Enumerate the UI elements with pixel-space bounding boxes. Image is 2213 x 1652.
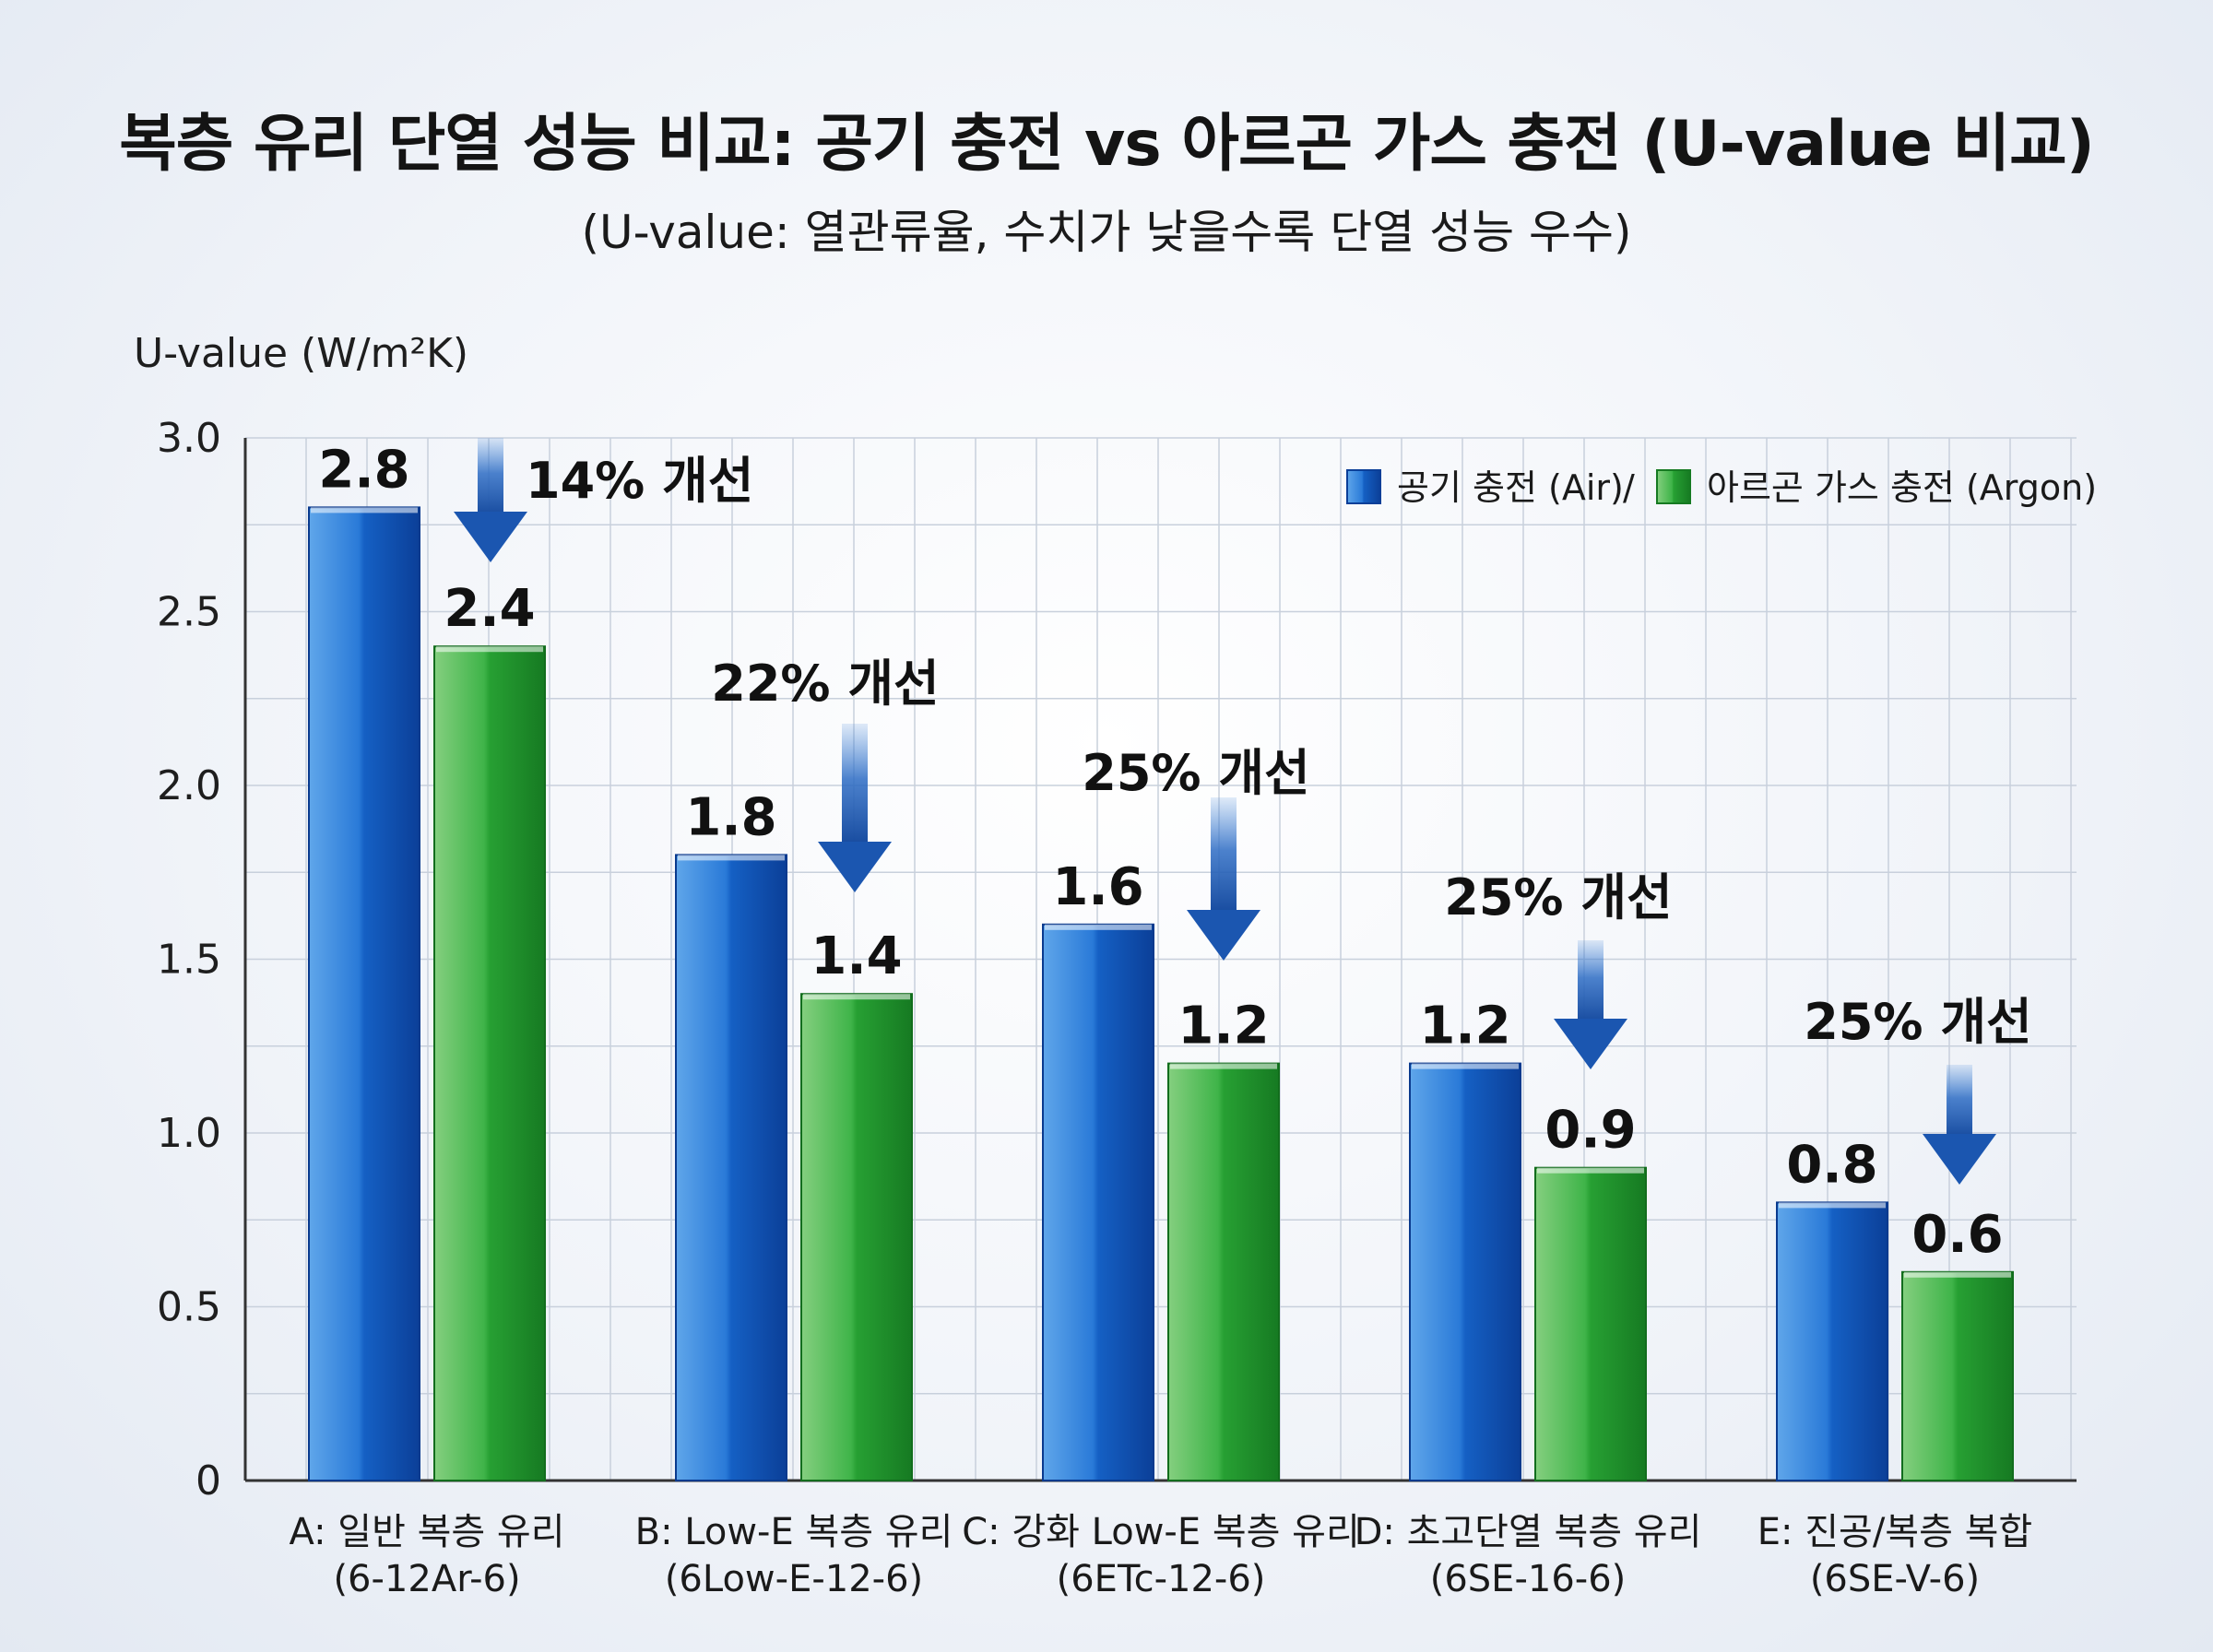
arrow-shaft <box>478 438 503 516</box>
improvement-label: 25% 개선 <box>1082 744 1309 802</box>
category-label: D: 초고단열 복층 유리 <box>1355 1511 1702 1553</box>
value-labels: 2.8 2.4 1.8 1.4 1.6 1.2 1.2 0.9 0.8 0.6 <box>318 440 2003 1264</box>
category-sublabel: (6-12Ar-6) <box>333 1558 520 1600</box>
value-label-air: 1.2 <box>1419 997 1510 1056</box>
value-label-argon: 1.4 <box>811 926 902 986</box>
arrow-shaft <box>842 724 868 846</box>
improvement-arrow <box>1923 1065 1996 1185</box>
bar-top-highlight <box>1537 1167 1644 1174</box>
value-label-argon: 0.6 <box>1911 1205 2003 1265</box>
bar-top-highlight <box>436 646 543 653</box>
chart-title: 복층 유리 단열 성능 비교: 공기 충전 vs 아르곤 가스 충전 (U-va… <box>119 108 2095 181</box>
category-sublabel: (6SE-V-6) <box>1810 1558 1980 1600</box>
improvement-label: 25% 개선 <box>1444 868 1672 926</box>
legend-separator: / <box>1623 467 1635 508</box>
value-label-air: 1.8 <box>685 787 776 847</box>
y-tick-label: 2.5 <box>157 589 221 636</box>
bar-air <box>1409 1062 1521 1481</box>
legend-argon-label: 아르곤 가스 충전 (Argon) <box>1707 467 2097 508</box>
improvement-arrow <box>454 438 527 562</box>
bars <box>308 506 2014 1482</box>
arrow-shaft <box>1578 940 1604 1023</box>
bar-argon <box>800 993 913 1481</box>
bar-argon <box>1534 1166 1647 1481</box>
improvement-arrow <box>1187 797 1260 961</box>
legend-air-swatch <box>1346 469 1381 504</box>
arrow-head <box>1187 910 1260 961</box>
bar-top-highlight <box>1170 1063 1277 1069</box>
category-label: B: Low-E 복층 유리 <box>635 1511 953 1553</box>
value-label-argon: 2.4 <box>444 579 535 639</box>
y-tick-label: 3.0 <box>157 415 221 462</box>
bar-top-highlight <box>1779 1202 1886 1209</box>
bar-argon <box>1167 1062 1280 1481</box>
category-sublabel: (6SE-16-6) <box>1430 1558 1627 1600</box>
improvement-label: 22% 개선 <box>711 655 939 713</box>
value-label-air: 0.8 <box>1786 1135 1877 1195</box>
bar-top-highlight <box>1045 924 1152 930</box>
bar-air <box>675 854 787 1481</box>
legend: 공기 충전 (Air) / 아르곤 가스 충전 (Argon) <box>1346 467 2097 508</box>
y-tick-label: 0 <box>195 1457 221 1504</box>
y-tick-label: 0.5 <box>157 1284 221 1331</box>
y-tick-label: 1.0 <box>157 1110 221 1157</box>
value-label-argon: 1.2 <box>1178 997 1269 1056</box>
value-label-argon: 0.9 <box>1544 1101 1636 1161</box>
improvement-label: 25% 개선 <box>1804 993 2031 1051</box>
arrow-shaft <box>1211 797 1237 914</box>
arrow-head <box>1554 1019 1627 1069</box>
legend-argon-swatch <box>1656 469 1691 504</box>
y-ticks: 0 0.5 1.0 1.5 2.0 2.5 3.0 <box>157 415 221 1504</box>
arrow-shaft <box>1947 1065 1972 1139</box>
category-labels: A: 일반 복층 유리 (6-12Ar-6) B: Low-E 복층 유리 (6Low… <box>289 1511 2032 1600</box>
bar-air <box>1776 1201 1888 1482</box>
axes <box>243 438 2077 1482</box>
arrow-head <box>818 842 892 892</box>
value-label-air: 2.8 <box>318 440 409 500</box>
bar-top-highlight <box>678 855 785 861</box>
y-axis-label: U-value (W/m²K) <box>134 330 468 377</box>
bar-air <box>1042 923 1154 1481</box>
bar-top-highlight <box>803 994 910 1000</box>
bar-top-highlight <box>1412 1063 1519 1069</box>
improvement-arrow <box>1554 940 1627 1069</box>
arrow-head <box>1923 1134 1996 1185</box>
bar-top-highlight <box>1904 1271 2011 1278</box>
bar-argon <box>433 645 546 1481</box>
category-label: A: 일반 복층 유리 <box>289 1511 564 1553</box>
legend-air-label: 공기 충전 (Air) <box>1397 467 1624 508</box>
y-tick-label: 1.5 <box>157 937 221 984</box>
improvement-arrow <box>818 724 892 892</box>
bar-top-highlight <box>311 507 418 513</box>
bar-argon <box>1901 1270 2014 1482</box>
chart-subtitle: (U-value: 열관류율, 수치가 낮을수록 단열 성능 우수) <box>581 206 1632 259</box>
category-sublabel: (6ETc-12-6) <box>1057 1558 1266 1600</box>
improvement-label: 14% 개선 <box>526 452 753 510</box>
improvement-arrows: 14% 개선 22% 개선 25% 개선 25% 개선 25% 개선 <box>454 438 2032 1185</box>
category-label: E: 진공/복층 복합 <box>1757 1511 2032 1553</box>
arrow-head <box>454 512 527 562</box>
bar-air <box>308 506 420 1481</box>
category-sublabel: (6Low-E-12-6) <box>665 1558 923 1600</box>
value-label-air: 1.6 <box>1052 857 1143 917</box>
category-label: C: 강화 Low-E 복층 유리 <box>962 1511 1360 1553</box>
y-tick-label: 2.0 <box>157 762 221 809</box>
